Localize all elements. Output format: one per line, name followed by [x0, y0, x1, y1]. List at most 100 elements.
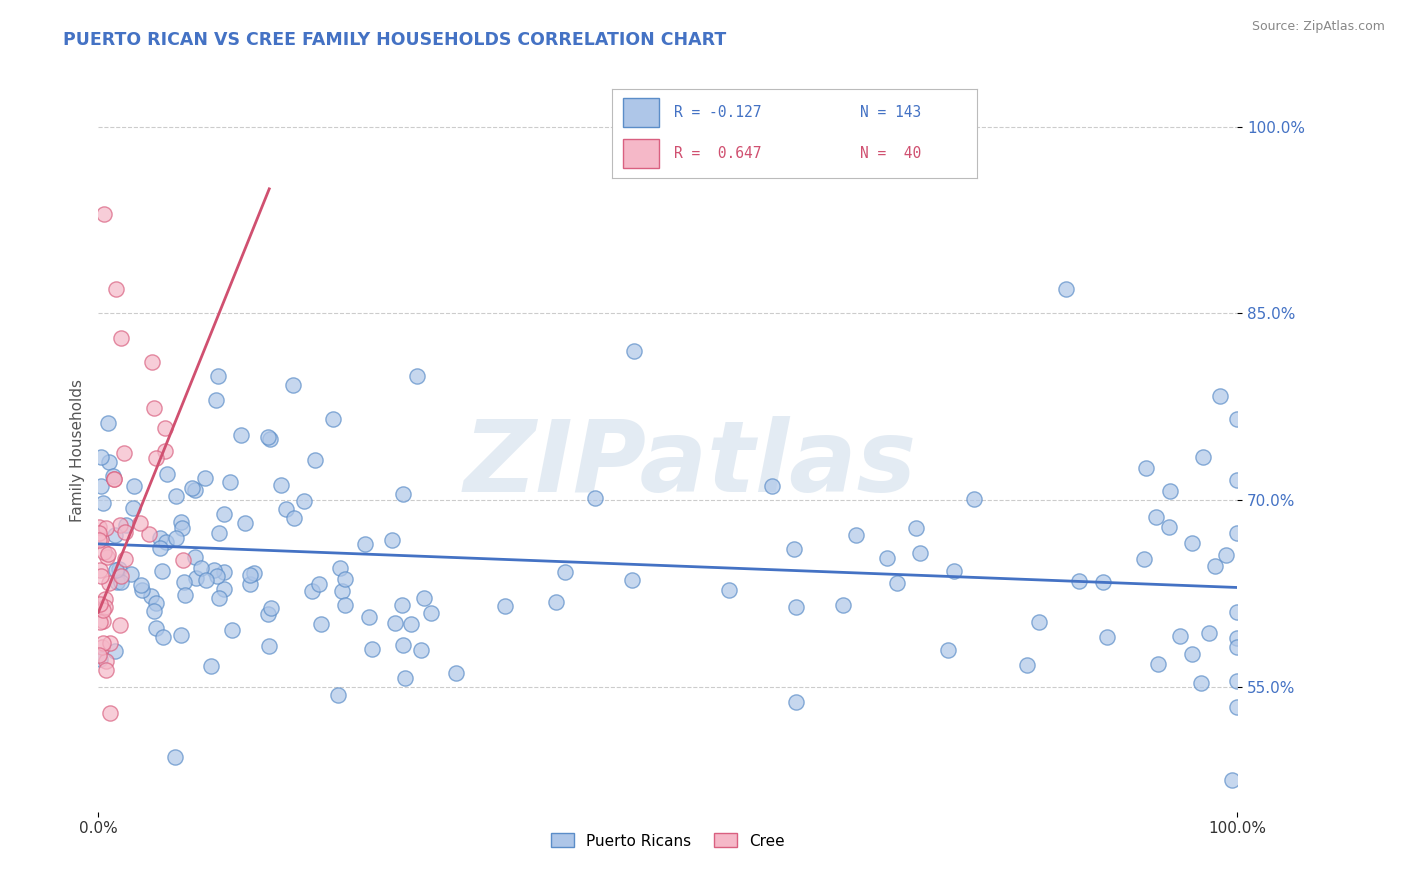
- Puerto Ricans: [354, 537, 377, 551]
- Puerto Ricans: [333, 598, 356, 612]
- Puerto Ricans: [150, 564, 173, 578]
- Cree: [97, 547, 120, 561]
- Puerto Ricans: [283, 511, 305, 525]
- Cree: [91, 640, 114, 655]
- Puerto Ricans: [145, 621, 167, 635]
- Puerto Ricans: [256, 430, 278, 444]
- Puerto Ricans: [936, 643, 959, 657]
- Puerto Ricans: [114, 517, 136, 532]
- Puerto Ricans: [761, 479, 783, 493]
- Puerto Ricans: [104, 528, 127, 542]
- Puerto Ricans: [212, 507, 235, 521]
- Cree: [89, 597, 111, 611]
- Puerto Ricans: [904, 521, 927, 535]
- Puerto Ricans: [208, 526, 231, 541]
- Cree: [114, 524, 136, 539]
- Puerto Ricans: [149, 531, 172, 545]
- Puerto Ricans: [394, 671, 416, 685]
- Puerto Ricans: [406, 368, 429, 383]
- Puerto Ricans: [332, 583, 354, 598]
- Text: ZIPatlas: ZIPatlas: [464, 417, 917, 514]
- Puerto Ricans: [90, 450, 112, 464]
- Puerto Ricans: [328, 688, 350, 702]
- Puerto Ricans: [783, 541, 806, 556]
- Puerto Ricans: [124, 478, 146, 492]
- Puerto Ricans: [785, 599, 807, 614]
- Puerto Ricans: [110, 575, 132, 590]
- Puerto Ricans: [1226, 674, 1249, 689]
- Puerto Ricans: [105, 563, 128, 577]
- Puerto Ricans: [359, 610, 381, 624]
- Cree: [94, 663, 117, 677]
- Puerto Ricans: [104, 644, 127, 658]
- Puerto Ricans: [1204, 559, 1226, 574]
- Cree: [93, 602, 115, 616]
- Puerto Ricans: [1226, 632, 1249, 646]
- Text: R = -0.127: R = -0.127: [673, 105, 761, 120]
- Puerto Ricans: [391, 487, 413, 501]
- Cree: [89, 615, 111, 629]
- Puerto Ricans: [181, 481, 204, 495]
- Cree: [110, 331, 132, 345]
- Cree: [100, 635, 122, 649]
- Puerto Ricans: [309, 617, 332, 632]
- Puerto Ricans: [202, 563, 225, 577]
- Puerto Ricans: [1135, 461, 1157, 475]
- Puerto Ricans: [243, 566, 266, 581]
- Text: N = 143: N = 143: [860, 105, 921, 120]
- Puerto Ricans: [301, 584, 323, 599]
- Puerto Ricans: [190, 560, 212, 574]
- Puerto Ricans: [546, 594, 568, 608]
- Puerto Ricans: [1181, 647, 1204, 661]
- Puerto Ricans: [1056, 281, 1078, 295]
- Puerto Ricans: [1192, 450, 1215, 465]
- Puerto Ricans: [259, 432, 281, 446]
- Puerto Ricans: [1209, 389, 1232, 403]
- Puerto Ricans: [718, 582, 741, 597]
- Puerto Ricans: [1159, 484, 1181, 499]
- Puerto Ricans: [207, 591, 229, 606]
- Cree: [110, 569, 132, 583]
- Puerto Ricans: [1226, 640, 1249, 654]
- Puerto Ricans: [333, 572, 356, 586]
- Cree: [96, 654, 118, 668]
- Cree: [98, 706, 121, 720]
- Puerto Ricans: [583, 491, 606, 505]
- Puerto Ricans: [149, 541, 172, 555]
- Puerto Ricans: [1189, 675, 1212, 690]
- Puerto Ricans: [1146, 657, 1168, 672]
- Puerto Ricans: [145, 596, 167, 610]
- Cree: [94, 521, 117, 535]
- Cree: [114, 552, 136, 566]
- Puerto Ricans: [207, 368, 229, 383]
- Puerto Ricans: [1015, 658, 1038, 673]
- Puerto Ricans: [91, 496, 114, 510]
- Puerto Ricans: [1170, 629, 1192, 643]
- Puerto Ricans: [1198, 626, 1220, 640]
- Legend: Puerto Ricans, Cree: Puerto Ricans, Cree: [544, 828, 792, 855]
- Puerto Ricans: [131, 577, 153, 591]
- Cree: [138, 527, 160, 541]
- Puerto Ricans: [308, 577, 330, 591]
- Puerto Ricans: [173, 575, 195, 590]
- Puerto Ricans: [963, 491, 986, 506]
- Puerto Ricans: [419, 606, 441, 620]
- Puerto Ricans: [221, 624, 243, 638]
- Puerto Ricans: [1226, 526, 1249, 541]
- Puerto Ricans: [384, 615, 406, 630]
- Puerto Ricans: [229, 427, 252, 442]
- Puerto Ricans: [105, 574, 128, 589]
- Cree: [94, 600, 117, 615]
- Puerto Ricans: [1181, 536, 1204, 550]
- Cree: [89, 519, 111, 533]
- Puerto Ricans: [205, 569, 228, 583]
- Puerto Ricans: [259, 601, 281, 615]
- Puerto Ricans: [1067, 574, 1090, 588]
- Puerto Ricans: [845, 528, 868, 542]
- Cree: [90, 532, 112, 546]
- Puerto Ricans: [621, 573, 644, 587]
- Puerto Ricans: [360, 641, 382, 656]
- Puerto Ricans: [200, 658, 222, 673]
- Puerto Ricans: [1220, 772, 1243, 787]
- Puerto Ricans: [623, 343, 645, 358]
